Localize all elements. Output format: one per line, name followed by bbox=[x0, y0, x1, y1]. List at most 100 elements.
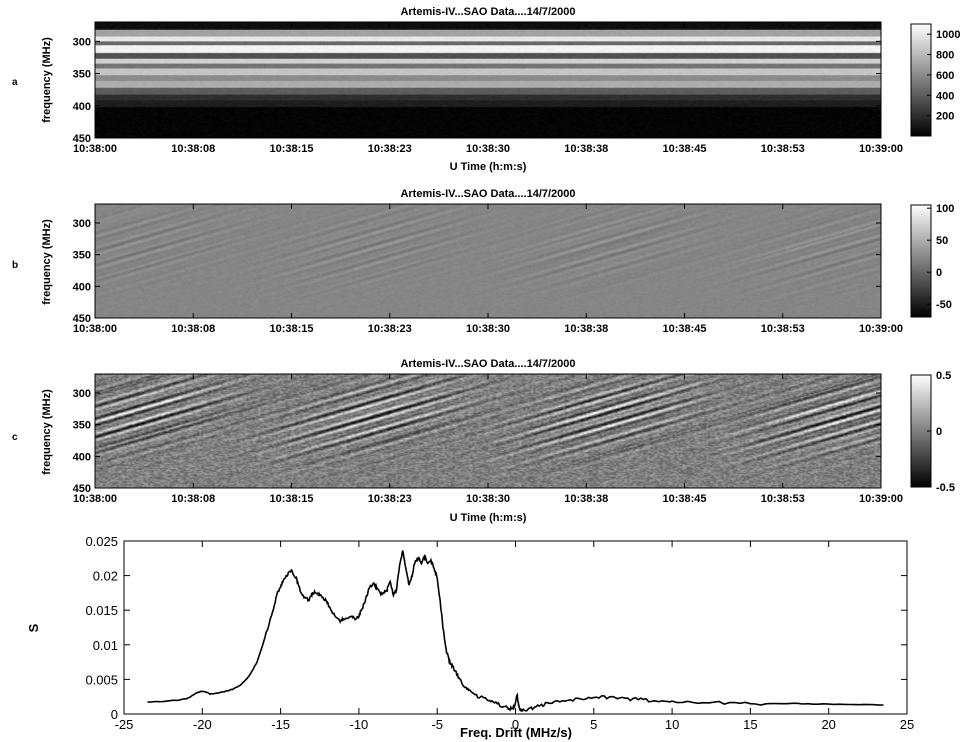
colorbar-tick-label: 0.5 bbox=[936, 370, 951, 382]
x-tick-label: 10:38:45 bbox=[662, 143, 706, 155]
y-tick-label: 0 bbox=[111, 707, 118, 722]
x-tick-label: 10:38:30 bbox=[466, 493, 510, 505]
y-tick-label: 450 bbox=[73, 483, 91, 495]
panel-b-colorbar-frame bbox=[910, 204, 932, 318]
y-tick-label: 450 bbox=[73, 133, 91, 145]
x-tick-label: -10 bbox=[350, 717, 369, 732]
panel-c-colorbar-ticks: -0.5 0 0.5 bbox=[927, 370, 955, 494]
panel-d-xlabel: Freq. Drift (MHz/s) bbox=[460, 725, 572, 740]
y-tick-label: 0.02 bbox=[93, 569, 118, 584]
y-tick-label: 0.005 bbox=[85, 672, 118, 687]
x-tick-label: 10:38:15 bbox=[269, 493, 313, 505]
colorbar-tick-label: 800 bbox=[936, 50, 954, 62]
x-tick-label: 10:38:15 bbox=[269, 323, 313, 335]
panel-d-ticks: -25 -20 -15 -10 -5 0 5 10 15 20 25 0 0.005 0.01 0.015 0… bbox=[85, 534, 914, 732]
x-tick-label: 10:38:00 bbox=[73, 143, 117, 155]
y-tick-label: 0.025 bbox=[85, 534, 118, 549]
y-tick-label: 400 bbox=[73, 101, 91, 113]
panel-a-colorbar-ticks: 200 400 600 800 1000 bbox=[927, 29, 960, 123]
x-tick-label: 10:38:08 bbox=[171, 493, 215, 505]
x-tick-label: 15 bbox=[743, 717, 757, 732]
panel-a-colorbar bbox=[911, 24, 931, 136]
panel-a-ticks: 10:38:00 10:38:08 10:38:15 10:38:23 10:38:30… bbox=[73, 22, 903, 155]
x-tick-label: -15 bbox=[271, 717, 290, 732]
colorbar-tick-label: 600 bbox=[936, 70, 954, 82]
x-tick-label: -20 bbox=[193, 717, 212, 732]
x-tick-label: 5 bbox=[590, 717, 597, 732]
x-tick-label: 10:38:23 bbox=[368, 323, 412, 335]
x-tick-label: 10:38:08 bbox=[171, 323, 215, 335]
panel-a-xlabel: U Time (h:m:s) bbox=[450, 161, 527, 173]
y-tick-label: 0.015 bbox=[85, 603, 118, 618]
colorbar-tick-label: 1000 bbox=[936, 29, 960, 41]
x-tick-label: -5 bbox=[431, 717, 443, 732]
x-tick-label: 10:38:30 bbox=[466, 143, 510, 155]
x-tick-label: 10:38:53 bbox=[761, 323, 805, 335]
panel-a-letter: a bbox=[12, 77, 18, 88]
panel-a-heatmap bbox=[95, 22, 881, 138]
x-tick-label: 10:38:53 bbox=[761, 143, 805, 155]
panel-b-colorbar-ticks: -50 0 50 100 bbox=[927, 203, 954, 311]
x-tick-label: 10:38:30 bbox=[466, 323, 510, 335]
panel-c-letter: c bbox=[12, 432, 18, 443]
x-tick-label: 10:38:38 bbox=[564, 143, 608, 155]
panel-c-ylabel: frequency (MHz) bbox=[41, 389, 53, 475]
x-tick-label: -25 bbox=[115, 717, 134, 732]
x-tick-label: 10:38:15 bbox=[269, 143, 313, 155]
x-tick-label: 10:38:38 bbox=[564, 493, 608, 505]
x-tick-label: 10:39:00 bbox=[859, 493, 903, 505]
colorbar-tick-label: 0 bbox=[936, 426, 942, 438]
y-tick-label: 400 bbox=[73, 451, 91, 463]
y-tick-label: 400 bbox=[73, 281, 91, 293]
x-tick-label: 10:38:23 bbox=[368, 493, 412, 505]
panel-b-heatmap bbox=[95, 204, 881, 318]
colorbar-tick-label: 400 bbox=[936, 90, 954, 102]
y-tick-label: 450 bbox=[73, 313, 91, 325]
panel-a-colorbar-frame bbox=[910, 23, 932, 137]
y-tick-label: 300 bbox=[73, 36, 91, 48]
colorbar-tick-label: 200 bbox=[936, 111, 954, 123]
x-tick-label: 10:38:45 bbox=[662, 493, 706, 505]
panel-a-title: Artemis-IV...SAO Data....14/7/2000 bbox=[400, 6, 575, 18]
colorbar-tick-label: 0 bbox=[936, 267, 942, 279]
y-tick-label: 350 bbox=[73, 69, 91, 81]
y-tick-label: 300 bbox=[73, 218, 91, 230]
panel-b-ticks: 10:38:00 10:38:08 10:38:15 10:38:23 10:38:30… bbox=[73, 204, 903, 335]
panel-b-title: Artemis-IV...SAO Data....14/7/2000 bbox=[400, 188, 575, 200]
panel-c-colorbar bbox=[911, 375, 931, 487]
drift-spectrum-line bbox=[147, 550, 884, 712]
y-tick-label: 0.01 bbox=[93, 638, 118, 653]
panel-c: Artemis-IV...SAO Data....14/7/2000 c fre… bbox=[12, 358, 955, 524]
x-tick-label: 10:38:23 bbox=[368, 143, 412, 155]
panel-c-title: Artemis-IV...SAO Data....14/7/2000 bbox=[400, 358, 575, 370]
panel-a: Artemis-IV...SAO Data....14/7/2000 a fre… bbox=[12, 6, 960, 173]
panel-d-ylabel: S bbox=[26, 623, 41, 632]
x-tick-label: 10:38:45 bbox=[662, 323, 706, 335]
y-tick-label: 350 bbox=[73, 420, 91, 432]
panel-c-xlabel: U Time (h:m:s) bbox=[450, 512, 527, 524]
x-tick-label: 0 bbox=[512, 717, 519, 732]
colorbar-tick-label: 50 bbox=[936, 235, 948, 247]
panel-b-letter: b bbox=[12, 260, 18, 271]
x-tick-label: 10:38:00 bbox=[73, 323, 117, 335]
colorbar-tick-label: -50 bbox=[936, 299, 952, 311]
x-tick-label: 20 bbox=[821, 717, 835, 732]
panel-d: -25 -20 -15 -10 -5 0 5 10 15 20 25 0 0.005 0.01 0.015 0… bbox=[26, 534, 914, 740]
panel-c-heatmap bbox=[95, 374, 881, 488]
colorbar-tick-label: 100 bbox=[936, 203, 954, 215]
x-tick-label: 10:38:00 bbox=[73, 493, 117, 505]
colorbar-tick-label: -0.5 bbox=[936, 482, 955, 494]
panel-b: Artemis-IV...SAO Data....14/7/2000 b fre… bbox=[12, 188, 954, 335]
y-tick-label: 350 bbox=[73, 250, 91, 262]
x-tick-label: 10:38:38 bbox=[564, 323, 608, 335]
panel-b-colorbar bbox=[911, 205, 931, 317]
panel-a-ylabel: frequency (MHz) bbox=[41, 37, 53, 123]
x-tick-label: 10:39:00 bbox=[859, 143, 903, 155]
panel-c-ticks: 10:38:00 10:38:08 10:38:15 10:38:23 10:38:30… bbox=[73, 374, 903, 505]
y-tick-label: 300 bbox=[73, 388, 91, 400]
x-tick-label: 25 bbox=[900, 717, 914, 732]
x-tick-label: 10:38:08 bbox=[171, 143, 215, 155]
panel-b-ylabel: frequency (MHz) bbox=[41, 219, 53, 305]
x-tick-label: 10 bbox=[665, 717, 679, 732]
